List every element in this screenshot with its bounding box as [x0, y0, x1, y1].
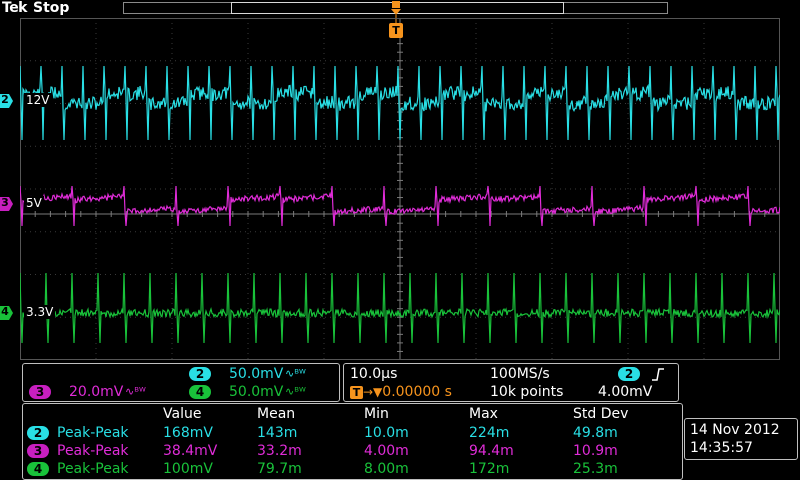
sample-rate: 100MS/s [490, 366, 550, 382]
meas-row-2-value: 38.4mV [163, 443, 218, 459]
meas-row-1-value: 168mV [163, 425, 213, 441]
meas-row-3-value: 100mV [163, 461, 213, 477]
meas-row-3-min: 8.00m [364, 461, 409, 477]
channel-2-bandwidth-icon: ∿ᴮᵂ [285, 367, 306, 380]
channel-4-scale: 50.0mV [229, 384, 284, 400]
channel-4-trace [20, 272, 780, 344]
channel-3-trace [20, 185, 780, 227]
header-min: Min [364, 406, 389, 422]
meas-row-2-max: 94.4m [469, 443, 514, 459]
channel-4-label: 3.3V [24, 305, 56, 319]
channel-4-marker[interactable]: 4 [0, 305, 14, 320]
meas-row-2-min: 4.00m [364, 443, 409, 459]
channel-3-badge[interactable]: 3 [29, 385, 51, 399]
channel-4-bandwidth-icon: ∿ᴮᵂ [285, 385, 306, 398]
meas-row-2-mean: 33.2m [257, 443, 302, 459]
channel-2-marker[interactable]: 2 [0, 93, 14, 108]
measurements-panel[interactable]: Value Mean Min Max Std Dev 2 Peak-Peak 1… [22, 403, 683, 480]
rising-edge-icon [652, 368, 664, 381]
brand-logo: Tek [2, 0, 28, 16]
channel-scale-panel[interactable]: 2 50.0mV ∿ᴮᵂ 3 20.0mV ∿ᴮᵂ 4 50.0mV ∿ᴮᵂ [22, 363, 340, 402]
trigger-source-badge[interactable]: 2 [618, 367, 640, 381]
record-length: 10k points [490, 384, 564, 400]
time-readout: 14:35:57 [690, 440, 753, 456]
datetime-panel: 14 Nov 2012 14:35:57 [684, 418, 798, 460]
trigger-position[interactable]: T →▼0.00000 s [350, 384, 452, 400]
trigger-t-icon: T [350, 385, 363, 399]
meas-row-1-type: Peak-Peak [57, 425, 129, 441]
header-value: Value [163, 406, 202, 422]
channel-4-badge[interactable]: 4 [189, 385, 211, 399]
status-bar: Tek Stop [0, 0, 800, 23]
meas-row-3-channel-badge[interactable]: 4 [27, 462, 49, 476]
header-mean: Mean [257, 406, 296, 422]
meas-row-3-std-dev: 25.3m [573, 461, 618, 477]
meas-row-1-max: 224m [469, 425, 510, 441]
channel-3-scale: 20.0mV [69, 384, 124, 400]
date-readout: 14 Nov 2012 [690, 422, 780, 438]
trigger-marker[interactable]: T [389, 23, 403, 38]
channel-3-label: 5V [24, 196, 44, 210]
run-state: Stop [33, 0, 70, 16]
channel-2-trace [20, 65, 780, 141]
meas-row-2-channel-badge[interactable]: 3 [27, 444, 49, 458]
meas-row-1-min: 10.0m [364, 425, 409, 441]
channel-2-label: 12V [24, 93, 52, 107]
meas-row-1-channel-badge[interactable]: 2 [27, 426, 49, 440]
channel-2-scale: 50.0mV [229, 366, 284, 382]
header-std-dev: Std Dev [573, 406, 629, 422]
meas-row-3-type: Peak-Peak [57, 461, 129, 477]
meas-row-3-max: 172m [469, 461, 510, 477]
meas-row-1-std-dev: 49.8m [573, 425, 618, 441]
waveform-display [20, 18, 780, 360]
meas-row-3-mean: 79.7m [257, 461, 302, 477]
arrow-right-icon: →▼ [363, 385, 383, 399]
meas-row-2-std-dev: 10.9m [573, 443, 618, 459]
trigger-level: 4.00mV [598, 384, 653, 400]
channel-3-bandwidth-icon: ∿ᴮᵂ [125, 385, 146, 398]
channel-2-badge[interactable]: 2 [189, 367, 211, 381]
channel-3-marker[interactable]: 3 [0, 196, 14, 211]
meas-row-2-type: Peak-Peak [57, 443, 129, 459]
timebase-panel[interactable]: 10.0µs 100MS/s 2 T →▼0.00000 s 10k points… [343, 363, 679, 402]
header-max: Max [469, 406, 498, 422]
horizontal-scale: 10.0µs [350, 366, 398, 382]
meas-row-1-mean: 143m [257, 425, 298, 441]
